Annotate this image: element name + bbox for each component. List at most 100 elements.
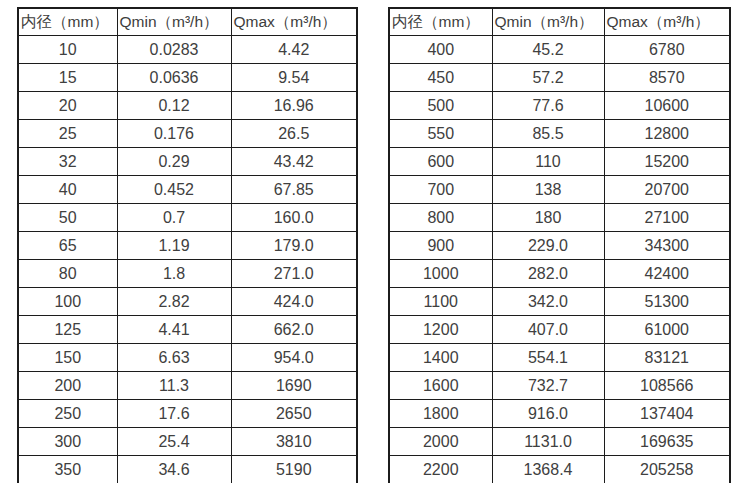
flow-spec-table-left: 内径（mm）Qmin（m³/h）Qmax（m³/h）100.02834.4215… xyxy=(17,7,358,483)
table-cell: 50 xyxy=(18,204,117,232)
table-cell: 43.42 xyxy=(231,148,357,176)
table-cell: 300 xyxy=(18,428,117,456)
table-header-cell: 内径（mm） xyxy=(18,8,117,36)
table-cell: 16.96 xyxy=(231,92,357,120)
table-row: 20011.31690 xyxy=(18,372,357,400)
table-row: 1400554.183121 xyxy=(389,344,730,372)
table-cell: 10600 xyxy=(604,92,730,120)
table-cell: 271.0 xyxy=(231,260,357,288)
table-cell: 138 xyxy=(492,176,604,204)
table-row: 1506.63954.0 xyxy=(18,344,357,372)
table-cell: 662.0 xyxy=(231,316,357,344)
table-cell: 600 xyxy=(389,148,492,176)
table-cell: 11.3 xyxy=(117,372,231,400)
table-cell: 27100 xyxy=(604,204,730,232)
table-cell: 1690 xyxy=(231,372,357,400)
table-cell: 1200 xyxy=(389,316,492,344)
table-cell: 169635 xyxy=(604,428,730,456)
table-row: 320.2943.42 xyxy=(18,148,357,176)
table-cell: 250 xyxy=(18,400,117,428)
table-cell: 450 xyxy=(389,64,492,92)
table-cell: 42400 xyxy=(604,260,730,288)
table-cell: 125 xyxy=(18,316,117,344)
table-cell: 800 xyxy=(389,204,492,232)
table-header-row: 内径（mm）Qmin（m³/h）Qmax（m³/h） xyxy=(389,8,730,36)
table-row: 150.06369.54 xyxy=(18,64,357,92)
table-row: 500.7160.0 xyxy=(18,204,357,232)
table-row: 200.1216.96 xyxy=(18,92,357,120)
table-cell: 1.19 xyxy=(117,232,231,260)
table-cell: 6780 xyxy=(604,36,730,64)
table-row: 1100342.051300 xyxy=(389,288,730,316)
table-cell: 8570 xyxy=(604,64,730,92)
table-row: 900229.034300 xyxy=(389,232,730,260)
table-cell: 732.7 xyxy=(492,372,604,400)
table-cell: 1131.0 xyxy=(492,428,604,456)
table-cell: 32 xyxy=(18,148,117,176)
table-header-cell: Qmax（m³/h） xyxy=(231,8,357,36)
table-row: 50077.610600 xyxy=(389,92,730,120)
table-cell: 554.1 xyxy=(492,344,604,372)
table-row: 400.45267.85 xyxy=(18,176,357,204)
table-cell: 12800 xyxy=(604,120,730,148)
table-cell: 0.7 xyxy=(117,204,231,232)
table-cell: 0.0283 xyxy=(117,36,231,64)
table-cell: 17.6 xyxy=(117,400,231,428)
table-cell: 9.54 xyxy=(231,64,357,92)
table-cell: 2.82 xyxy=(117,288,231,316)
table-cell: 1000 xyxy=(389,260,492,288)
table-row: 1200407.061000 xyxy=(389,316,730,344)
table-cell: 15200 xyxy=(604,148,730,176)
table-cell: 2200 xyxy=(389,456,492,483)
table-row: 60011015200 xyxy=(389,148,730,176)
table-row: 801.8271.0 xyxy=(18,260,357,288)
table-header-cell: Qmin（m³/h） xyxy=(117,8,231,36)
table-cell: 26.5 xyxy=(231,120,357,148)
table-cell: 1600 xyxy=(389,372,492,400)
table-cell: 550 xyxy=(389,120,492,148)
table-cell: 1800 xyxy=(389,400,492,428)
table-cell: 67.85 xyxy=(231,176,357,204)
table-cell: 180 xyxy=(492,204,604,232)
table-cell: 61000 xyxy=(604,316,730,344)
table-row: 80018027100 xyxy=(389,204,730,232)
table-cell: 85.5 xyxy=(492,120,604,148)
table-cell: 25 xyxy=(18,120,117,148)
table-cell: 424.0 xyxy=(231,288,357,316)
flow-meter-spec-page: 内径（mm）Qmin（m³/h）Qmax（m³/h）100.02834.4215… xyxy=(0,0,750,483)
table-cell: 20700 xyxy=(604,176,730,204)
table-cell: 51300 xyxy=(604,288,730,316)
table-cell: 5190 xyxy=(231,456,357,483)
table-cell: 200 xyxy=(18,372,117,400)
table-row: 20001131.0169635 xyxy=(389,428,730,456)
table-row: 1002.82424.0 xyxy=(18,288,357,316)
table-row: 55085.512800 xyxy=(389,120,730,148)
table-cell: 137404 xyxy=(604,400,730,428)
table-cell: 179.0 xyxy=(231,232,357,260)
table-cell: 1100 xyxy=(389,288,492,316)
table-row: 25017.62650 xyxy=(18,400,357,428)
table-cell: 1368.4 xyxy=(492,456,604,483)
table-cell: 150 xyxy=(18,344,117,372)
table-cell: 916.0 xyxy=(492,400,604,428)
table-cell: 45.2 xyxy=(492,36,604,64)
table-cell: 77.6 xyxy=(492,92,604,120)
table-cell: 1400 xyxy=(389,344,492,372)
table-row: 1254.41662.0 xyxy=(18,316,357,344)
table-row: 1000282.042400 xyxy=(389,260,730,288)
table-cell: 3810 xyxy=(231,428,357,456)
table-header-cell: Qmax（m³/h） xyxy=(604,8,730,36)
table-cell: 110 xyxy=(492,148,604,176)
table-cell: 34.6 xyxy=(117,456,231,483)
table-cell: 0.0636 xyxy=(117,64,231,92)
table-cell: 15 xyxy=(18,64,117,92)
table-cell: 40 xyxy=(18,176,117,204)
table-cell: 700 xyxy=(389,176,492,204)
table-cell: 80 xyxy=(18,260,117,288)
table-row: 70013820700 xyxy=(389,176,730,204)
table-cell: 0.12 xyxy=(117,92,231,120)
table-cell: 160.0 xyxy=(231,204,357,232)
table-cell: 400 xyxy=(389,36,492,64)
table-header-row: 内径（mm）Qmin（m³/h）Qmax（m³/h） xyxy=(18,8,357,36)
table-cell: 1.8 xyxy=(117,260,231,288)
